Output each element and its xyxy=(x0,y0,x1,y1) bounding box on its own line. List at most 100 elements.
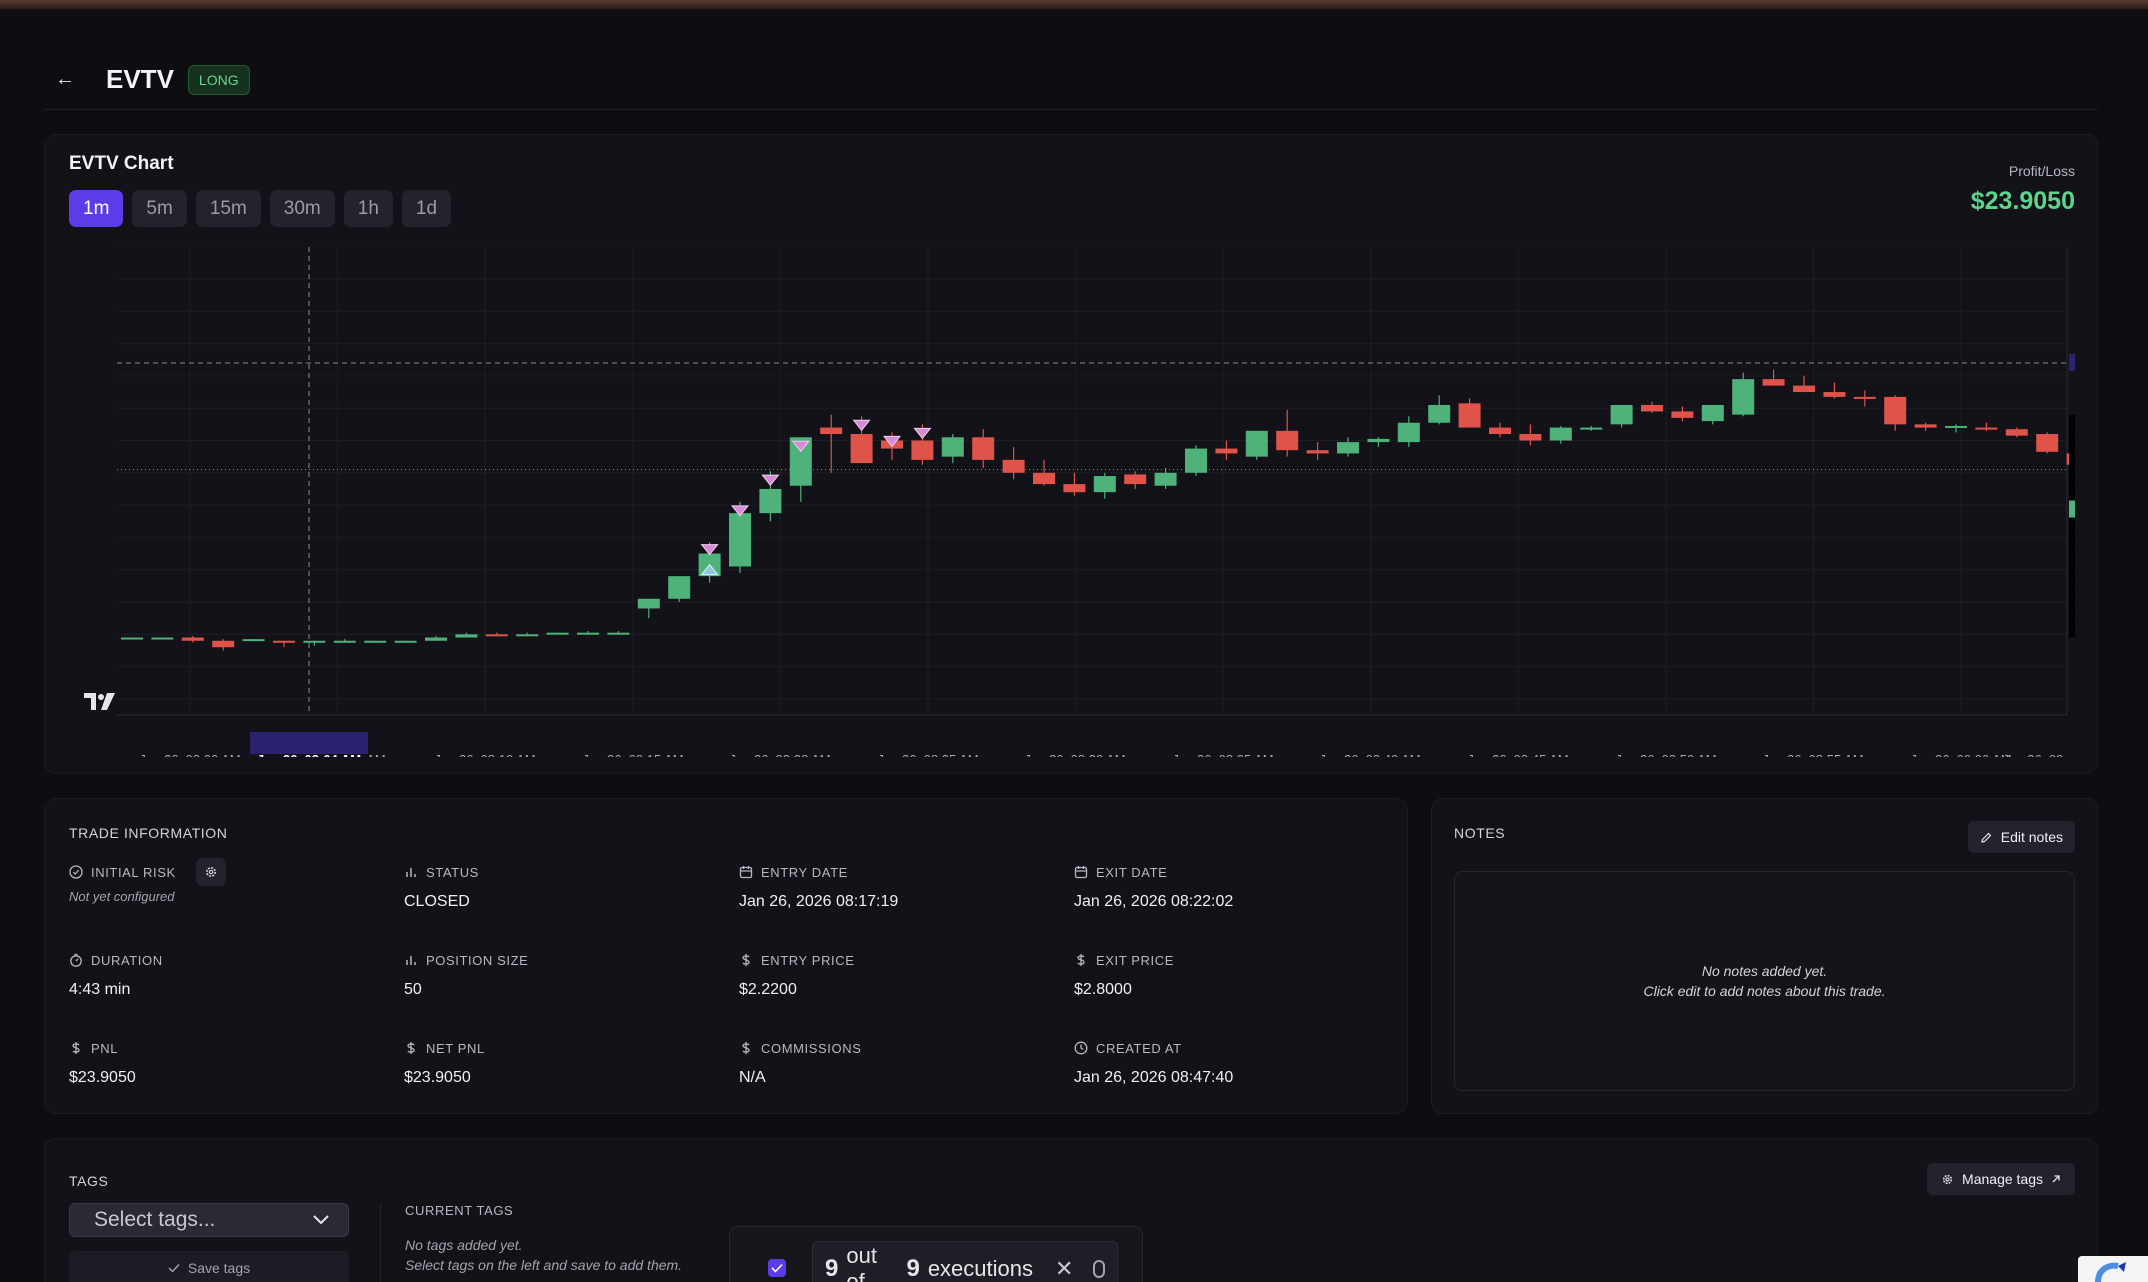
candle xyxy=(364,640,387,643)
candle xyxy=(1793,385,1815,393)
crosshair-time-bg xyxy=(250,732,368,754)
exit-price-value: $2.8000 xyxy=(1074,981,1132,998)
trade-markers xyxy=(700,419,932,576)
price-tag-bg xyxy=(2069,432,2075,450)
tags-card: TAGS Manage tags Select tags... Save tag… xyxy=(44,1138,2098,1282)
timeframe-5m-button[interactable]: 5m xyxy=(132,190,187,227)
price-tag-bg xyxy=(2069,620,2075,638)
candle xyxy=(181,637,204,641)
candle xyxy=(1397,422,1420,443)
page-header: ← EVTV LONG xyxy=(44,50,2098,110)
chevron-down-icon xyxy=(313,1215,329,1225)
price-lines xyxy=(117,247,2067,715)
executions-total-count: 9 xyxy=(906,1255,920,1282)
close-icon[interactable]: ✕ xyxy=(1055,1256,1074,1281)
initial-risk-label: INITIAL RISK xyxy=(91,864,176,880)
position-size-value: 50 xyxy=(404,981,422,998)
candle xyxy=(425,637,447,641)
initial-risk-cell: INITIAL RISK Not yet configured xyxy=(69,858,404,949)
candle xyxy=(577,632,599,635)
x-tick-label: AM xyxy=(366,752,386,757)
timeframe-15m-button[interactable]: 15m xyxy=(195,190,261,227)
tags-heading: TAGS xyxy=(69,1173,109,1189)
candle xyxy=(637,598,660,609)
timeframe-1m-button[interactable]: 1m xyxy=(69,190,124,227)
candle xyxy=(1701,404,1724,422)
duration-label: DURATION xyxy=(91,952,163,968)
check-icon xyxy=(168,1264,180,1273)
entry-price-value: $2.2200 xyxy=(739,981,797,998)
price-tag-bg xyxy=(2069,500,2075,518)
x-tick-label: Jan 26, 08:55 AM xyxy=(1762,752,1863,757)
candle xyxy=(1245,430,1268,457)
candle xyxy=(1154,472,1177,486)
profit-loss-value: $23.9050 xyxy=(1970,187,2075,215)
duration-cell: DURATION 4:43 min xyxy=(69,949,404,1037)
x-tick-label: Jan 26, 08:20 AM xyxy=(729,752,830,757)
chart-card: EVTV Chart 1m 5m 15m 30m 1h 1d Profit/Lo… xyxy=(44,134,2098,774)
timeframe-1h-button[interactable]: 1h xyxy=(343,190,393,227)
save-tags-button[interactable]: Save tags xyxy=(69,1251,349,1282)
edit-notes-button[interactable]: Edit notes xyxy=(1967,821,2075,853)
net-pnl-cell: NET PNL $23.9050 xyxy=(404,1037,739,1125)
candle xyxy=(1732,379,1755,415)
candle xyxy=(1884,396,1907,425)
exit-date-label: EXIT DATE xyxy=(1096,864,1168,880)
net-pnl-label: NET PNL xyxy=(426,1040,485,1056)
status-cell: STATUS CLOSED xyxy=(404,861,739,949)
trade-information-card: TRADE INFORMATION INITIAL RISK Not yet c… xyxy=(44,798,1408,1114)
notes-empty-state[interactable]: No notes added yet. Click edit to add no… xyxy=(1454,871,2075,1091)
configure-risk-button[interactable] xyxy=(195,858,226,886)
net-pnl-value: $23.9050 xyxy=(404,1069,471,1086)
check-circle-icon xyxy=(69,865,83,879)
x-axis: Jan 26, 08:00 AM AM Jan 26, 08:10 AM Jan 26… xyxy=(139,732,2067,757)
timeframe-1d-button[interactable]: 1d xyxy=(401,190,452,227)
crosshair-time-label: Jan 26, 08:04 AM xyxy=(257,752,361,757)
executions-checkbox[interactable] xyxy=(768,1259,786,1277)
bar-chart-icon xyxy=(406,956,416,965)
candle xyxy=(1428,404,1451,423)
timeframe-30m-button[interactable]: 30m xyxy=(269,190,335,227)
candlestick-chart[interactable]: $4.20$4.00$3.80$3.60$3.40$1.80$1.60$1.40… xyxy=(71,247,2075,757)
pnl-label: PNL xyxy=(91,1040,119,1056)
manage-tags-button[interactable]: Manage tags xyxy=(1927,1163,2075,1195)
price-tag-bg xyxy=(2069,551,2075,569)
check-icon xyxy=(771,1263,783,1273)
recaptcha-badge[interactable] xyxy=(2078,1256,2148,1282)
candle xyxy=(1458,403,1481,428)
commissions-value: N/A xyxy=(739,1069,766,1086)
dollar-icon xyxy=(742,1042,750,1054)
x-tick-label: Jan 26, 08:00 AM xyxy=(139,752,240,757)
notes-card: NOTES Edit notes No notes added yet. Cli… xyxy=(1431,798,2098,1114)
candle xyxy=(1063,484,1086,493)
price-tag-bg xyxy=(2069,449,2075,467)
trade-information-heading: TRADE INFORMATION xyxy=(69,825,228,841)
x-tick-label: Jan 26, 09:00 AM xyxy=(1910,752,2011,757)
candle xyxy=(455,634,478,638)
candle xyxy=(941,437,964,457)
mouse-icon xyxy=(1093,1260,1105,1278)
initial-risk-value: Not yet configured xyxy=(69,889,175,904)
chart-title: EVTV Chart xyxy=(69,153,174,174)
candle xyxy=(242,639,265,642)
candle xyxy=(121,637,143,640)
exit-price-label: EXIT PRICE xyxy=(1096,952,1175,968)
exit-price-cell: EXIT PRICE $2.8000 xyxy=(1074,949,1409,1037)
candle xyxy=(1914,424,1937,428)
sell-marker xyxy=(730,505,750,517)
x-tick-label: Jan 26, 08:25 AM xyxy=(877,752,978,757)
candle xyxy=(759,488,782,514)
x-tick-label: Jan 26, 08:40 AM xyxy=(1319,752,1420,757)
recaptcha-icon xyxy=(2095,1262,2126,1282)
price-tag-bg xyxy=(2069,517,2075,535)
calendar-icon xyxy=(739,866,753,879)
candle xyxy=(273,640,295,643)
entry-date-label: ENTRY DATE xyxy=(761,864,848,880)
timeframe-selector: 1m 5m 15m 30m 1h 1d xyxy=(69,190,452,227)
back-arrow-icon[interactable]: ← xyxy=(55,68,75,90)
candle xyxy=(820,427,843,435)
tradingview-logo-icon xyxy=(84,693,115,710)
select-tags-dropdown[interactable]: Select tags... xyxy=(69,1203,349,1237)
candle xyxy=(516,634,539,637)
candle xyxy=(1489,427,1511,435)
